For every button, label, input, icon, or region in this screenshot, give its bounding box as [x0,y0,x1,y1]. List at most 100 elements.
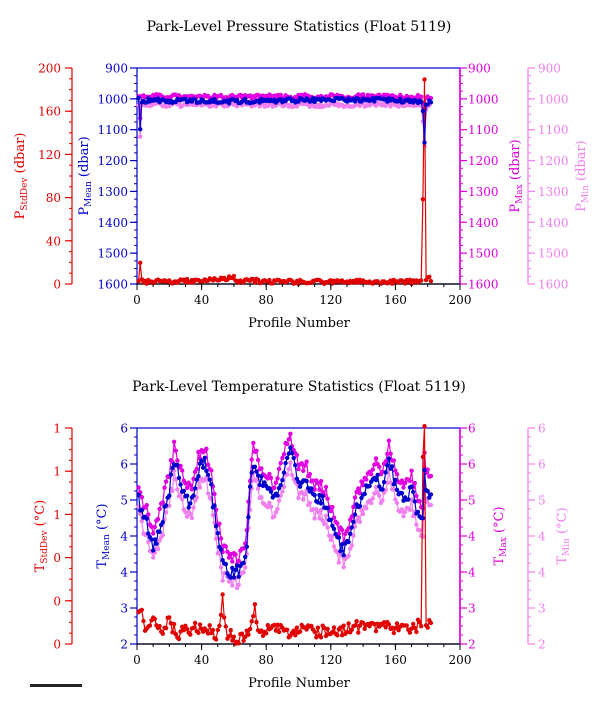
data-point-max [209,468,214,473]
data-point-mean [415,509,421,515]
data-point-max [163,479,169,484]
pressure-max-axis: 900 1000 1100 1200 1300 1400 1500 1600 PMax (db… [460,62,525,292]
data-point-min [268,504,274,509]
data-point-min [160,532,165,538]
data-point-stddev [184,626,190,632]
data-point-max [360,483,366,488]
x-tick-label: 80 [259,293,274,307]
data-point-mean [246,515,251,520]
data-point-min [197,485,203,490]
data-point-min [364,506,369,511]
data-point-mean [304,478,309,484]
data-point-max [394,472,400,477]
data-point-stddev [391,630,396,636]
data-point-stddev [252,280,258,285]
data-point-max [315,481,321,486]
data-point-max [149,524,154,529]
y-tick-label: 0 [53,594,61,608]
data-point-min [360,511,366,517]
data-point-mean [409,484,414,489]
data-point-max [272,485,277,490]
data-point-mean [228,575,233,580]
series-stddev [136,424,434,646]
data-point-mean [359,495,364,501]
data-point-mean [351,519,356,525]
data-point-min [138,134,143,139]
data-point-stddev [181,628,186,633]
pressure-x-axis-label: Profile Number [248,316,351,331]
temperature-max-axis-label: TMax (°C) [492,506,509,565]
y-tick-label: 0 [53,638,61,652]
data-point-mean [291,455,296,461]
data-point-mean [412,499,417,504]
data-point-mean [168,472,174,477]
data-point-min [188,511,193,517]
data-point-mean [139,508,144,513]
data-point-mean [262,480,267,485]
data-point-min [393,497,398,502]
data-point-min [272,514,277,519]
data-point-max [268,475,274,481]
data-point-mean [241,560,246,566]
data-point-stddev [422,77,427,82]
data-point-stddev [205,631,211,636]
y-tick-label: 1100 [97,123,128,137]
data-point-min [241,570,246,575]
y-tick-label: 40 [46,234,61,248]
data-point-max [330,504,335,510]
data-point-stddev [383,625,388,630]
data-point-max [388,451,393,456]
data-point-min [167,503,172,508]
data-point-mean [175,462,180,468]
data-point-max [399,478,405,483]
data-point-stddev [407,630,413,635]
data-point-mean [157,529,162,535]
temperature-mean-axis: 6 6 5 4 4 3 2 TMean (°C) [95,422,137,652]
data-point-max [173,448,178,453]
pressure-stddev-axis-label: PStdDev (dbar) [13,133,30,220]
data-point-min [414,522,419,527]
data-point-mean [288,445,293,450]
data-point-mean [394,487,400,493]
data-point-mean [352,99,358,104]
data-point-max [152,524,157,530]
data-point-min [205,491,211,496]
data-point-max [417,499,422,504]
y-tick-label: 6 [468,458,476,472]
data-point-mean [218,547,224,552]
data-point-mean [220,558,225,563]
data-point-stddev [260,633,266,638]
data-point-stddev [419,624,424,629]
data-point-min [189,515,195,521]
data-point-stddev [407,277,413,282]
data-point-stddev [412,625,417,631]
temperature-stddev-axis: 1 1 1 0 0 0 TStdDev (°C) [33,422,73,652]
data-point-min [296,495,301,501]
data-point-stddev [323,633,329,639]
y-tick-label: 6 [120,422,128,436]
data-point-max [180,468,185,473]
data-point-mean [151,548,156,553]
data-point-max [356,486,361,491]
series-mean [136,95,434,145]
data-point-max [286,437,291,442]
data-point-mean [233,567,238,573]
data-point-mean [234,563,240,568]
data-point-min [155,546,161,552]
data-point-min [346,553,351,558]
data-point-stddev [157,623,162,629]
data-point-stddev [338,625,343,630]
data-point-mean [383,470,388,475]
data-point-mean [328,517,333,522]
data-point-min [356,515,361,520]
data-point-mean [230,565,235,571]
data-point-max [385,451,390,457]
data-point-mean [372,99,377,104]
data-point-min [194,495,199,500]
data-point-mean [348,531,353,536]
data-point-min [139,519,144,524]
data-point-mean [325,505,330,511]
data-point-min [288,460,293,465]
data-point-mean [285,455,290,461]
data-point-stddev [349,627,354,632]
